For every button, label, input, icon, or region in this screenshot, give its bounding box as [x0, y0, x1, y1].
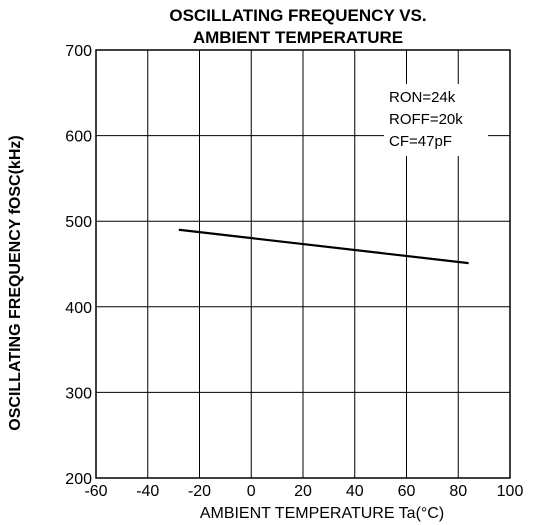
condition-cf: CF=47pF	[389, 133, 452, 150]
chart-title: OSCILLATING FREQUENCY VS. AMBIENT TEMPER…	[169, 6, 426, 47]
y-tick-label: 500	[65, 214, 92, 231]
series-line	[178, 228, 469, 265]
plot-frame	[95, 49, 511, 479]
plot-border	[95, 49, 511, 479]
x-tick-label: -40	[136, 483, 159, 500]
conditions-box-background	[384, 84, 488, 156]
x-tick-label: 80	[449, 483, 467, 500]
x-tick-label: 40	[346, 483, 364, 500]
y-tick-label: 700	[65, 43, 92, 60]
y-axis-label: OSCILLATING FREQUENCY fOSC(kHz)	[7, 135, 24, 430]
x-tick-label: 0	[247, 483, 256, 500]
conditions-box: RON=24k ROFF=20k CF=47pF	[384, 84, 488, 156]
y-tick-label: 600	[65, 129, 92, 146]
x-tick-label: -20	[188, 483, 211, 500]
y-tick-label: 400	[65, 300, 92, 317]
chart-title-line-2: AMBIENT TEMPERATURE	[193, 28, 403, 47]
condition-roff: ROFF=20k	[389, 111, 463, 128]
x-tick-label: 100	[497, 483, 524, 500]
condition-ron: RON=24k	[389, 89, 456, 106]
y-axis-ticks: 200 300 400 500 600 700	[65, 43, 92, 488]
chart-title-line-1: OSCILLATING FREQUENCY VS.	[169, 6, 426, 25]
x-tick-label: -60	[84, 483, 107, 500]
y-tick-label: 300	[65, 385, 92, 402]
x-tick-label: 20	[294, 483, 312, 500]
x-tick-label: 60	[398, 483, 416, 500]
x-axis-ticks: -60 -40 -20 0 20 40 60 80 100	[84, 483, 523, 500]
y-tick-label: 200	[65, 471, 92, 488]
data-series	[178, 228, 469, 265]
x-axis-label: AMBIENT TEMPERATURE Ta(°C)	[200, 505, 444, 522]
